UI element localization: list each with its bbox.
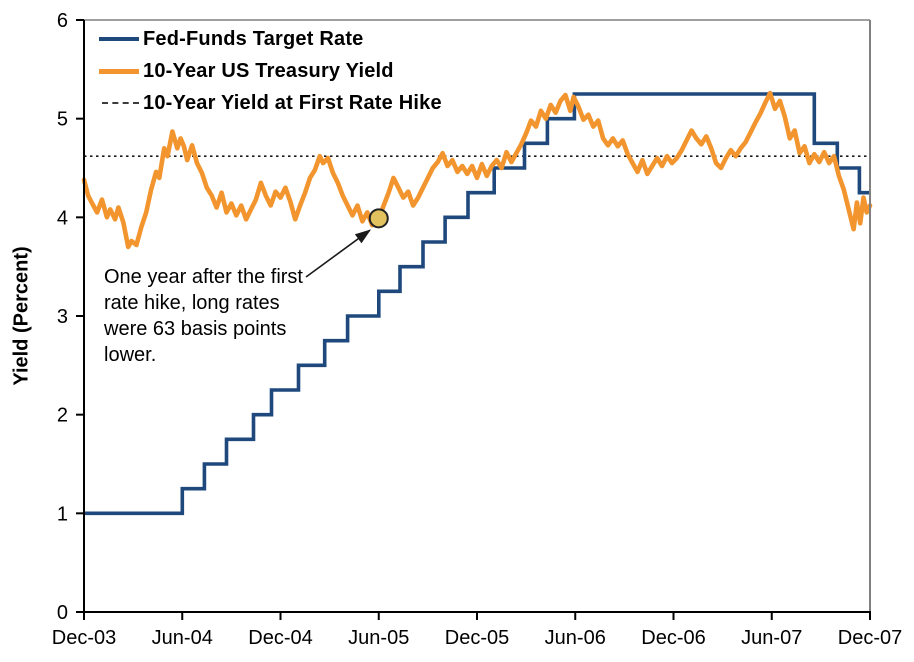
legend-item-reference-line: 10-Year Yield at First Rate Hike: [99, 87, 442, 119]
first-hike-anniversary-marker: [368, 208, 389, 229]
y-tick-label: 1: [57, 503, 68, 525]
x-tick-label: Dec-06: [641, 627, 705, 649]
x-tick-label: Jun-07: [741, 627, 802, 649]
x-tick-label: Dec-05: [445, 627, 509, 649]
legend-label-treasury: 10-Year US Treasury Yield: [143, 59, 394, 82]
x-tick-label: Jun-06: [545, 627, 606, 649]
legend-item-treasury: 10-Year US Treasury Yield: [99, 55, 442, 87]
navy-line-swatch-icon: [99, 37, 139, 41]
annotation-text: One year after the first rate hike, long…: [104, 266, 303, 366]
legend-label-reference-line: 10-Year Yield at First Rate Hike: [143, 91, 442, 114]
legend: Fed-Funds Target Rate 10-Year US Treasur…: [99, 23, 442, 119]
annotation-arrow: [305, 229, 372, 278]
legend-label-fed-funds: Fed-Funds Target Rate: [143, 27, 364, 50]
x-tick-label: Jun-05: [348, 627, 409, 649]
x-tick-label: Dec-03: [52, 627, 116, 649]
legend-item-fed-funds: Fed-Funds Target Rate: [99, 23, 442, 55]
dashed-line-swatch-icon: [102, 102, 139, 104]
y-tick-label: 2: [57, 405, 68, 427]
y-tick-label: 4: [57, 207, 68, 229]
fed-funds-series-line: [84, 92, 870, 516]
y-tick-label: 3: [57, 306, 68, 328]
x-tick-label: Jun-04: [152, 627, 213, 649]
y-tick-label: 5: [57, 109, 68, 131]
y-tick-label: 0: [57, 602, 68, 624]
orange-line-swatch-icon: [99, 68, 139, 74]
x-tick-label: Dec-07: [838, 627, 902, 649]
y-axis-title: Yield (Percent): [10, 246, 33, 386]
treasury-series-line: [81, 90, 873, 250]
x-tick-label: Dec-04: [248, 627, 312, 649]
y-tick-label: 6: [57, 10, 68, 32]
